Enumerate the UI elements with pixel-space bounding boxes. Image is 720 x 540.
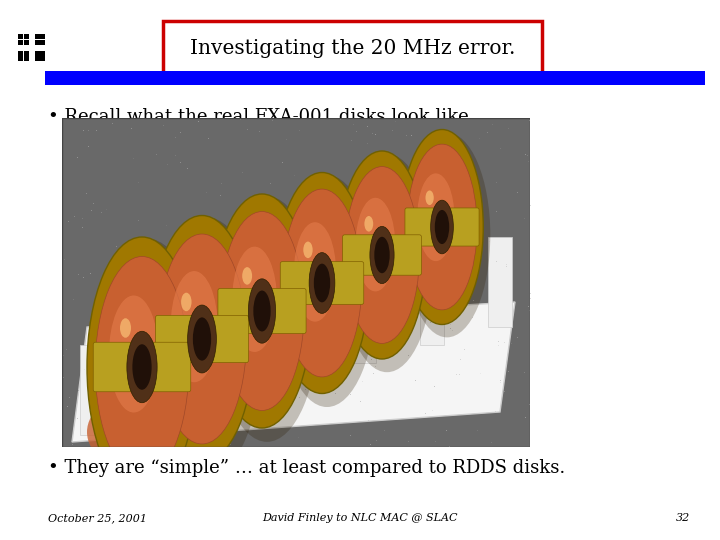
Ellipse shape xyxy=(87,392,197,472)
Bar xyxy=(35,51,40,56)
Bar xyxy=(284,291,308,381)
Ellipse shape xyxy=(431,200,454,254)
Bar xyxy=(24,39,29,44)
Ellipse shape xyxy=(253,291,271,332)
Ellipse shape xyxy=(233,247,277,352)
FancyBboxPatch shape xyxy=(280,262,364,305)
Ellipse shape xyxy=(220,212,304,410)
Ellipse shape xyxy=(242,267,252,285)
Ellipse shape xyxy=(109,295,158,413)
Ellipse shape xyxy=(248,279,276,343)
Bar xyxy=(35,34,40,39)
Ellipse shape xyxy=(158,234,246,444)
Ellipse shape xyxy=(418,173,454,261)
Bar xyxy=(45,71,705,85)
Bar xyxy=(420,255,444,345)
Bar xyxy=(40,51,45,56)
Ellipse shape xyxy=(87,237,197,497)
Ellipse shape xyxy=(345,167,419,343)
Ellipse shape xyxy=(404,133,490,338)
Text: Investigating the 20 MHz error.: Investigating the 20 MHz error. xyxy=(190,39,516,58)
Ellipse shape xyxy=(374,237,390,273)
Bar xyxy=(18,34,23,39)
Ellipse shape xyxy=(278,175,376,407)
Polygon shape xyxy=(72,302,515,442)
FancyBboxPatch shape xyxy=(405,208,479,246)
Text: David Finley to NLC MAC @ SLAC: David Finley to NLC MAC @ SLAC xyxy=(262,513,458,523)
Bar xyxy=(40,34,45,39)
Ellipse shape xyxy=(89,239,204,511)
Bar xyxy=(18,39,23,44)
Bar xyxy=(216,309,240,399)
Text: • They are “simple” … at least compared to RDDS disks.: • They are “simple” … at least compared … xyxy=(48,459,565,477)
Bar xyxy=(24,34,29,39)
Ellipse shape xyxy=(338,151,426,359)
Ellipse shape xyxy=(215,196,319,442)
Text: 32: 32 xyxy=(676,513,690,523)
Ellipse shape xyxy=(401,130,483,325)
Ellipse shape xyxy=(132,345,152,390)
Ellipse shape xyxy=(407,144,477,310)
Ellipse shape xyxy=(188,305,217,373)
Bar xyxy=(40,56,45,61)
Ellipse shape xyxy=(275,172,369,394)
Ellipse shape xyxy=(127,331,157,403)
Ellipse shape xyxy=(364,216,373,232)
FancyBboxPatch shape xyxy=(343,235,421,275)
Bar xyxy=(24,56,29,61)
Ellipse shape xyxy=(282,189,361,377)
Ellipse shape xyxy=(426,191,433,205)
Ellipse shape xyxy=(341,154,433,372)
FancyBboxPatch shape xyxy=(163,21,542,77)
Bar xyxy=(488,237,512,327)
Ellipse shape xyxy=(356,198,395,292)
Ellipse shape xyxy=(152,217,262,477)
Ellipse shape xyxy=(435,210,449,244)
Ellipse shape xyxy=(370,226,394,284)
Bar xyxy=(18,51,23,56)
Ellipse shape xyxy=(171,271,217,382)
Ellipse shape xyxy=(193,318,211,361)
Bar xyxy=(35,56,40,61)
Bar xyxy=(40,39,45,44)
FancyBboxPatch shape xyxy=(218,288,306,334)
Bar xyxy=(352,273,376,363)
Ellipse shape xyxy=(303,241,312,258)
Ellipse shape xyxy=(294,222,336,322)
Bar xyxy=(80,345,104,435)
Bar xyxy=(35,39,40,44)
Ellipse shape xyxy=(120,318,131,338)
Ellipse shape xyxy=(95,256,189,477)
Ellipse shape xyxy=(212,194,312,428)
Text: October 25, 2001: October 25, 2001 xyxy=(48,513,147,523)
Ellipse shape xyxy=(150,215,254,462)
Ellipse shape xyxy=(181,293,192,311)
Text: • Recall what the real FXA-001 disks look like.: • Recall what the real FXA-001 disks loo… xyxy=(48,108,474,126)
Ellipse shape xyxy=(314,264,330,302)
Ellipse shape xyxy=(309,253,335,313)
FancyBboxPatch shape xyxy=(94,342,191,392)
Bar xyxy=(148,327,172,417)
Bar xyxy=(18,56,23,61)
FancyBboxPatch shape xyxy=(156,315,248,363)
Bar xyxy=(24,51,29,56)
